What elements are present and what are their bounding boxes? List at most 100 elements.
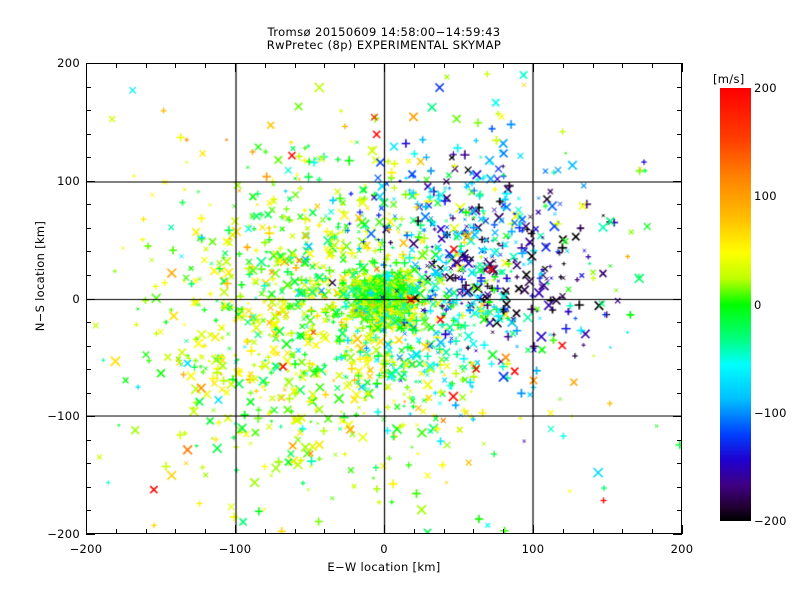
axis-tick: [677, 157, 682, 159]
axis-tick: [677, 322, 682, 324]
axis-tick: [562, 529, 564, 534]
colorbar-gradient: [720, 88, 751, 521]
axis-tick: [677, 274, 682, 276]
y-tick-label: 0: [72, 291, 80, 306]
axis-tick: [86, 322, 91, 324]
axis-tick: [86, 180, 95, 182]
axis-tick: [413, 63, 415, 68]
axis-tick: [86, 392, 91, 394]
axis-tick: [86, 463, 91, 465]
axis-tick: [677, 227, 682, 229]
axis-tick: [677, 486, 682, 488]
axis-tick: [592, 63, 594, 68]
axis-tick: [677, 204, 682, 206]
axis-tick: [354, 63, 356, 68]
axis-tick: [677, 392, 682, 394]
axis-tick: [354, 529, 356, 534]
axis-tick: [264, 529, 266, 534]
colorbar: [720, 88, 751, 521]
axis-tick: [673, 298, 682, 300]
axis-tick: [175, 529, 177, 534]
scatter-canvas: [87, 64, 681, 533]
figure-title: Tromsø 20150609 14:58:00−14:59:43 RwPret…: [86, 26, 682, 52]
axis-tick: [145, 63, 147, 68]
axis-tick: [86, 251, 91, 253]
title-line-2: RwPretec (8p) EXPERIMENTAL SKYMAP: [266, 38, 502, 52]
axis-tick: [622, 63, 624, 68]
axis-tick: [86, 416, 95, 418]
axis-tick: [86, 369, 91, 371]
axis-tick: [562, 63, 564, 68]
axis-tick: [86, 157, 91, 159]
axis-tick: [673, 180, 682, 182]
colorbar-tick-label: 0: [754, 297, 762, 312]
axis-tick: [115, 63, 117, 68]
axis-tick: [86, 525, 87, 534]
y-axis-label: N−S location [km]: [33, 220, 47, 332]
x-tick-label: 100: [521, 542, 545, 556]
axis-tick: [324, 529, 326, 534]
axis-tick: [86, 227, 91, 229]
axis-tick: [235, 63, 236, 72]
x-tick-label: −200: [69, 542, 103, 556]
x-tick-label: −100: [218, 542, 252, 556]
y-tick-label: −200: [47, 527, 80, 541]
axis-tick: [86, 510, 91, 512]
axis-tick: [677, 345, 682, 347]
plot-area: [86, 63, 682, 534]
axis-tick: [86, 534, 95, 535]
axis-tick: [86, 63, 95, 64]
y-tick-label: −100: [47, 409, 80, 424]
y-tick-label: 200: [57, 56, 80, 70]
axis-tick: [652, 63, 654, 68]
axis-tick: [677, 369, 682, 371]
colorbar-tick-label: 100: [754, 189, 777, 204]
axis-tick: [294, 529, 296, 534]
axis-tick: [86, 298, 95, 300]
x-axis-label: E−W location [km]: [327, 560, 441, 574]
axis-tick: [673, 416, 682, 418]
axis-tick: [294, 63, 296, 68]
axis-tick: [677, 133, 682, 135]
axis-tick: [677, 110, 682, 112]
axis-tick: [677, 251, 682, 253]
axis-tick: [443, 63, 445, 68]
axis-tick: [384, 525, 385, 534]
axis-tick: [503, 63, 505, 68]
axis-tick: [384, 63, 385, 72]
colorbar-tick-label: −200: [754, 514, 787, 528]
axis-tick: [677, 510, 682, 512]
axis-tick: [533, 525, 534, 534]
y-tick-label: 100: [57, 173, 80, 188]
axis-tick: [622, 529, 624, 534]
axis-tick: [473, 63, 475, 68]
axis-tick: [86, 204, 91, 206]
axis-tick: [682, 525, 683, 534]
axis-tick: [473, 529, 475, 534]
x-tick-label: 200: [670, 542, 694, 556]
axis-tick: [175, 63, 177, 68]
axis-tick: [443, 529, 445, 534]
axis-tick: [677, 86, 682, 88]
title-line-1: Tromsø 20150609 14:58:00−14:59:43: [267, 25, 501, 39]
colorbar-unit-label: [m/s]: [713, 72, 745, 86]
axis-tick: [86, 133, 91, 135]
colorbar-tick-label: 200: [754, 81, 777, 95]
axis-tick: [677, 439, 682, 441]
axis-tick: [673, 63, 682, 64]
axis-tick: [145, 529, 147, 534]
axis-tick: [86, 274, 91, 276]
axis-tick: [413, 529, 415, 534]
axis-tick: [652, 529, 654, 534]
axis-tick: [86, 486, 91, 488]
axis-tick: [673, 534, 682, 535]
axis-tick: [264, 63, 266, 68]
axis-tick: [205, 529, 207, 534]
axis-tick: [533, 63, 534, 72]
axis-tick: [682, 63, 683, 72]
axis-tick: [86, 110, 91, 112]
colorbar-tick-label: −100: [754, 405, 787, 420]
axis-tick: [86, 63, 87, 72]
axis-tick: [86, 86, 91, 88]
